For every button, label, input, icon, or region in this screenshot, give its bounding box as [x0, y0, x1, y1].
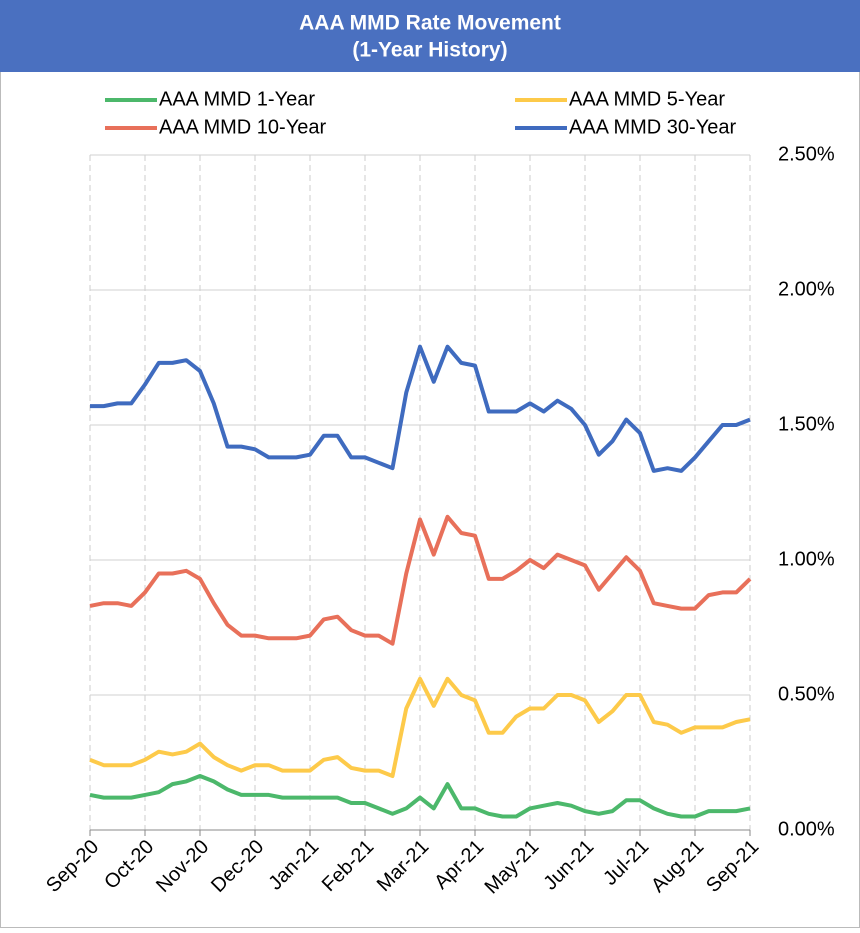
line-series — [89, 774, 751, 819]
y-tick-label: 2.00% — [778, 278, 835, 300]
legend-label: AAA MMD 5-Year — [569, 88, 725, 110]
line-series — [89, 514, 752, 646]
y-tick-label: 1.50% — [778, 413, 835, 435]
line-series — [89, 676, 751, 778]
y-tick-label: 0.50% — [778, 683, 835, 705]
y-tick-label: 0.00% — [778, 818, 835, 840]
chart-title: AAA MMD Rate Movement — [299, 12, 561, 35]
legend-label: AAA MMD 30-Year — [569, 116, 736, 138]
y-tick-label: 1.00% — [778, 548, 835, 570]
line-series — [90, 344, 751, 473]
title-banner — [0, 0, 860, 72]
chart-subtitle: (1-Year History) — [352, 39, 507, 62]
legend-label: AAA MMD 1-Year — [159, 88, 315, 110]
y-tick-label: 2.50% — [778, 143, 835, 165]
legend-label: AAA MMD 10-Year — [159, 116, 326, 138]
